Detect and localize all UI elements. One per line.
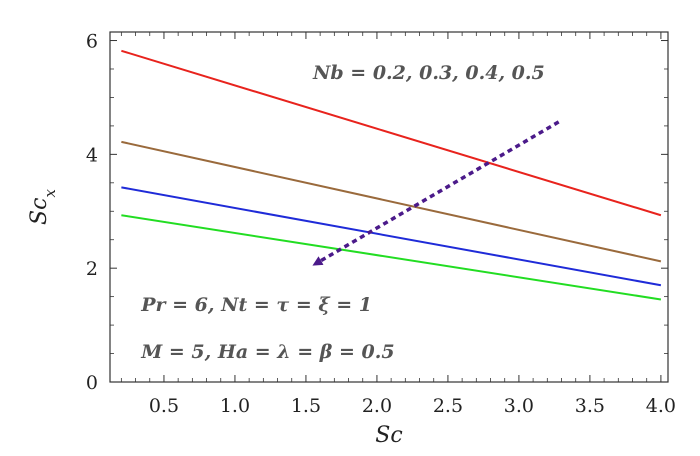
x-tick-label: 3.5 <box>575 395 605 417</box>
series-line-2 <box>121 140 662 263</box>
annotation-2: Pr = 6, Nt = τ = ξ = 1 <box>140 294 372 316</box>
y-axis-title-main: Sc <box>27 198 52 225</box>
x-tick-label: 4.0 <box>646 395 676 417</box>
y-axis-title: Scx <box>27 189 59 225</box>
y-tick-label: 4 <box>86 144 98 166</box>
trend-arrow <box>312 120 560 266</box>
series-line-3 <box>121 186 662 287</box>
y-axis-title-sub: x <box>41 189 59 198</box>
x-tick-label: 2.5 <box>433 395 463 417</box>
x-axis-title: Sc <box>375 423 402 448</box>
x-tick-label: 2.0 <box>362 395 392 417</box>
x-tick-label: 1.5 <box>291 395 321 417</box>
annotation-3: M = 5, Ha = λ = β = 0.5 <box>140 341 394 363</box>
y-tick-label: 0 <box>86 372 98 394</box>
plot-frame <box>109 31 669 383</box>
y-tick-label: 6 <box>86 31 98 53</box>
x-tick-label: 1.0 <box>220 395 250 417</box>
y-tick-label: 2 <box>86 258 98 280</box>
series-line-4 <box>121 214 662 301</box>
series-line-1 <box>121 49 662 217</box>
x-tick-label: 3.0 <box>504 395 534 417</box>
annotation-1: Nb = 0.2, 0.3, 0.4, 0.5 <box>312 62 545 84</box>
x-tick-label: 0.5 <box>149 395 179 417</box>
